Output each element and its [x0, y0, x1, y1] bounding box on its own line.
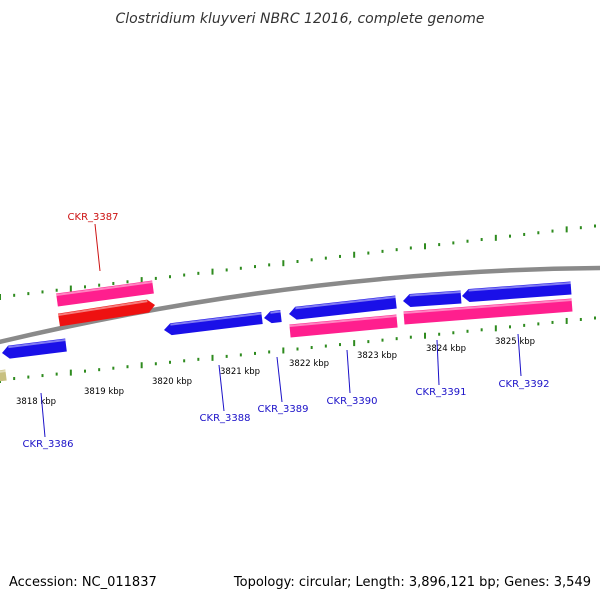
gene-ckr-3390-shape [289, 295, 397, 320]
leader-line-ckr-3391 [436, 339, 440, 386]
partial-feature-highlight [0, 370, 6, 374]
gene-ckr-3392-pink [403, 298, 573, 325]
gene-ckr-3392-highlight [468, 282, 571, 292]
gene-ckr-3387-shape [57, 299, 156, 327]
gene-ckr-3392-shape [462, 281, 572, 302]
gene-ckr-3389-shape [264, 310, 282, 324]
gene-label-ckr-3386: CKR_3386 [23, 439, 74, 450]
gene-ckr-3392-pink-highlight [403, 299, 572, 315]
scale-label-7: 3824 kbp [426, 344, 466, 354]
gene-label-ckr-3392: CKR_3392 [499, 379, 550, 390]
gene-label-ckr-3388: CKR_3388 [200, 413, 251, 424]
leader-line-ckr-3389 [276, 356, 283, 403]
gene-ckr-3390-pink [289, 314, 398, 338]
gene-ckr-3391-highlight [409, 291, 461, 297]
gene-label-ckr-3389: CKR_3389 [258, 404, 309, 415]
leader-line-ckr-3392 [517, 333, 522, 377]
gene-labels: CKR_3386 CKR_3387 CKR_3388 CKR_3389 CKR_3390… [23, 212, 550, 450]
gene-ckr-3387-pink [56, 280, 154, 307]
scale-label-2: 3819 kbp [84, 387, 124, 397]
scale-label-4: 3821 kbp [220, 367, 260, 377]
leader-line-ckr-3387 [94, 223, 101, 272]
scale-label-1: 3818 kbp [16, 397, 56, 407]
genome-summary-text: Topology: circular; Length: 3,896,121 bp… [233, 575, 591, 590]
tick-marks [0, 224, 596, 383]
partial-feature-shape [0, 369, 7, 382]
gene-ckr-3387-pink-highlight [56, 281, 153, 297]
scale-label-3: 3820 kbp [152, 377, 192, 387]
map-title: Clostridium kluyveri NBRC 12016, complet… [115, 11, 484, 27]
gene-ckr-3390-pink-shape [289, 314, 398, 338]
gene-label-ckr-3390: CKR_3390 [327, 396, 378, 407]
gene-ckr-3392-pink-shape [403, 298, 573, 325]
leader-line-ckr-3390 [346, 349, 351, 394]
partial-feature [0, 369, 7, 382]
gene-ckr-3390 [289, 295, 397, 320]
gene-ckr-3388-highlight [170, 312, 262, 326]
gene-ckr-3387 [57, 299, 156, 327]
gene-ckr-3390-highlight [295, 296, 396, 310]
gene-ckr-3391-shape [403, 290, 462, 308]
accession-text: Accession: NC_011837 [9, 575, 157, 590]
gene-ckr-3390-pink-highlight [289, 315, 397, 328]
gene-ckr-3387-pink-shape [56, 280, 154, 307]
gene-ckr-3388-shape [164, 312, 263, 336]
gene-ckr-3386-shape [2, 338, 67, 359]
scale-labels: 3818 kbp 3819 kbp 3820 kbp 3821 kbp 3822 kbp… [16, 337, 535, 407]
gene-ckr-3388 [164, 312, 263, 336]
gene-ckr-3389-highlight [270, 310, 281, 314]
gene-label-ckr-3387: CKR_3387 [68, 212, 119, 223]
gene-ckr-3386-highlight [8, 339, 66, 349]
gene-ckr-3387-highlight [58, 300, 148, 317]
gene-features [0, 280, 573, 382]
scale-label-6: 3823 kbp [357, 351, 397, 361]
backbone-arc [0, 265, 600, 345]
gene-label-ckr-3391: CKR_3391 [416, 387, 467, 398]
scale-label-8: 3825 kbp [495, 337, 535, 347]
gene-ckr-3392 [462, 281, 572, 302]
leader-line-ckr-3386 [40, 392, 46, 438]
backbone [0, 265, 600, 345]
gene-ckr-3389 [264, 310, 282, 324]
scale-label-5: 3822 kbp [289, 359, 329, 369]
gene-ckr-3386 [2, 338, 67, 359]
gene-ckr-3391 [403, 290, 462, 308]
leader-line-ckr-3388 [218, 364, 225, 412]
